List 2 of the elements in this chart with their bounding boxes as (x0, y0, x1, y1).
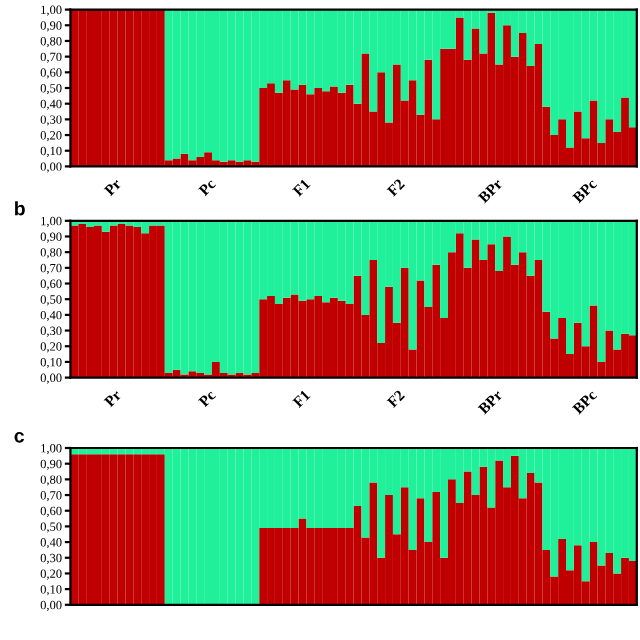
chart-title: b (15, 201, 25, 216)
chart-title: c (14, 431, 24, 443)
